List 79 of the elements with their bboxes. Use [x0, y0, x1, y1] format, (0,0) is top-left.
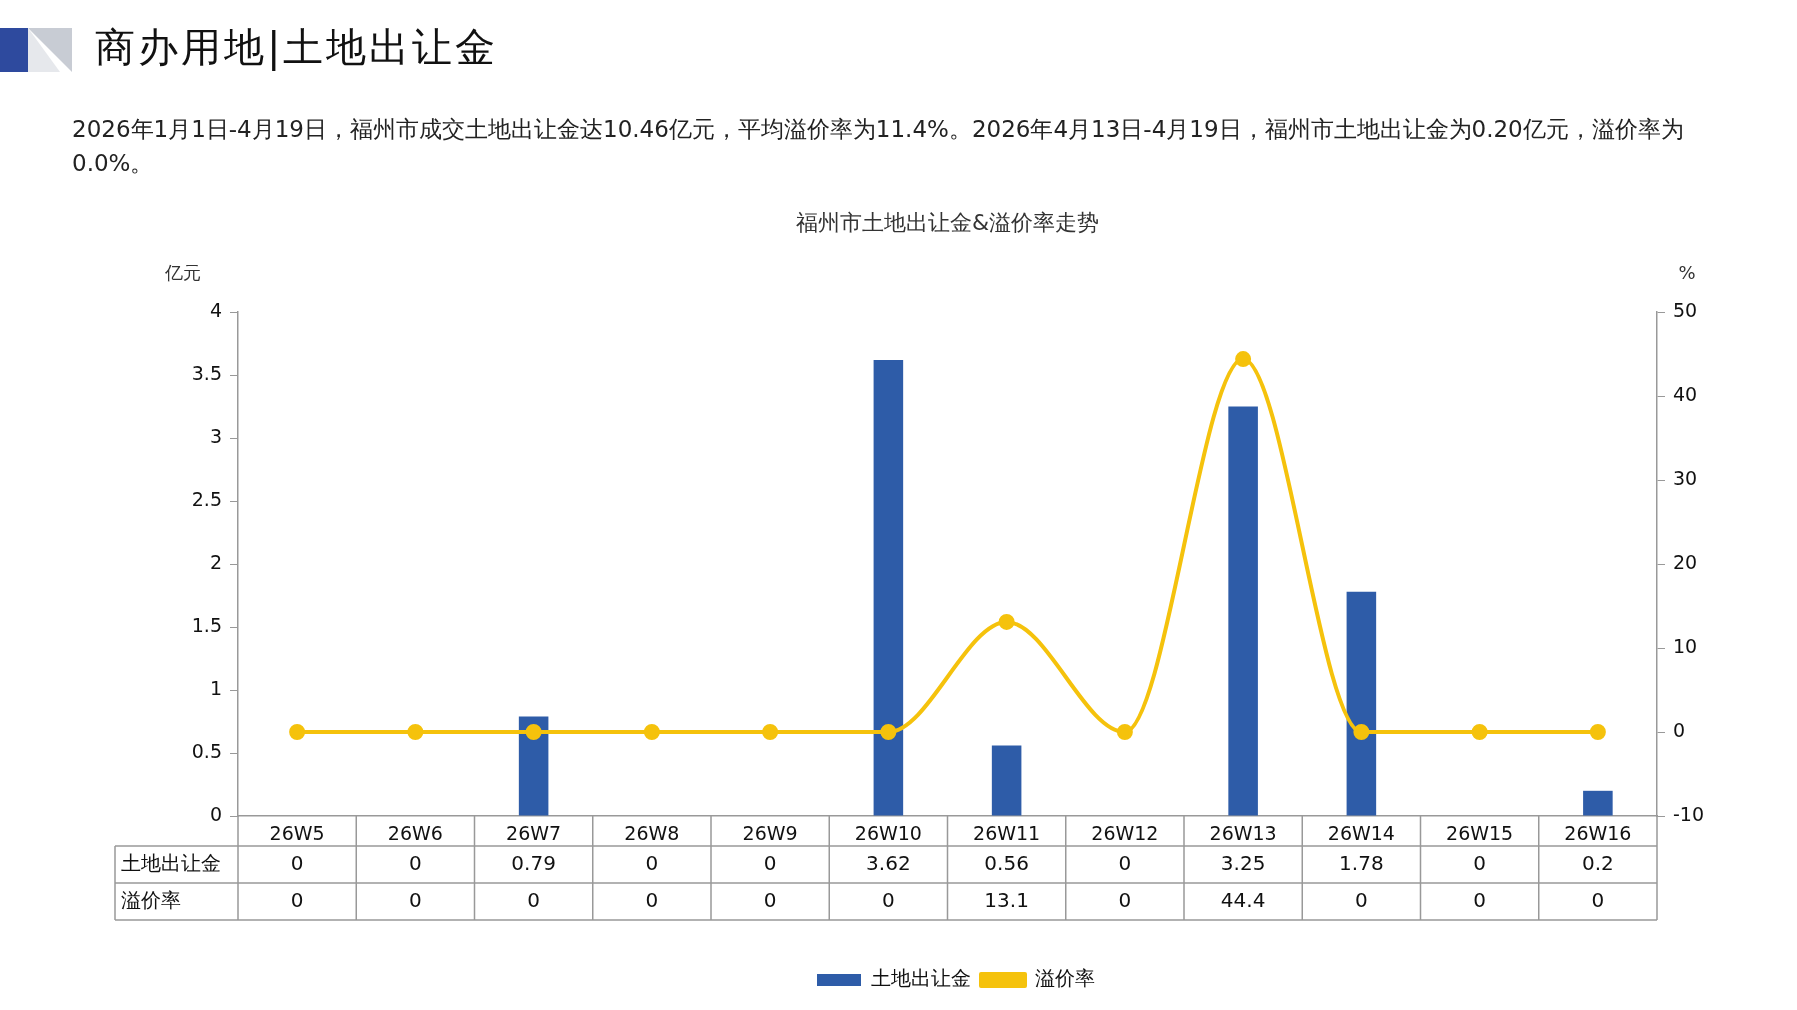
- x-tick-label: 26W7: [506, 822, 562, 845]
- chart-subtitle: 商办用地|土地出让金: [95, 23, 499, 73]
- y-tick-label: 3.5: [191, 361, 222, 384]
- data-label: 0.2: [1581, 850, 1614, 875]
- legend-label: 土地出让金: [871, 966, 971, 991]
- data-label: 3.62: [866, 850, 911, 875]
- point: [289, 724, 306, 740]
- y-tick-label: 3: [209, 424, 222, 447]
- data-label: 0: [645, 850, 659, 875]
- data-label: 0: [527, 887, 540, 912]
- bar: [1346, 591, 1377, 816]
- y-tick-label: 2: [209, 550, 222, 573]
- bar: [1228, 406, 1258, 816]
- data-label: 3.25: [1220, 850, 1266, 875]
- bar: [518, 716, 549, 816]
- data-label: 0: [409, 887, 422, 912]
- data-label: 0: [1591, 887, 1605, 912]
- point: [643, 724, 660, 740]
- point: [1589, 724, 1606, 740]
- y-tick-label: 0.5: [191, 739, 222, 762]
- text: 溢价率: [121, 887, 181, 912]
- data-label: 0: [290, 850, 304, 875]
- data-label: 0: [1473, 887, 1486, 912]
- y2-tick-label: 40: [1673, 382, 1698, 405]
- x-tick-label: 26W12: [1091, 822, 1159, 845]
- y2-tick-label: 0: [1673, 718, 1686, 741]
- data-label: 13.1: [984, 887, 1029, 912]
- y-tick-label: 1.5: [191, 613, 222, 636]
- data-label: 0: [1473, 850, 1486, 875]
- y-axis-title: 亿元: [164, 261, 201, 283]
- y-tick-label: 4: [209, 298, 222, 321]
- x-tick-label: 26W10: [854, 822, 922, 845]
- bar: [873, 359, 904, 816]
- point: [1471, 724, 1488, 740]
- x-tick-label: 26W14: [1327, 822, 1395, 845]
- x-tick-label: 26W9: [742, 822, 798, 845]
- chart-title: 福州市土地出让金&溢价率走势: [795, 209, 1100, 235]
- data-label: 0: [290, 887, 304, 912]
- y2-tick-label: 30: [1673, 466, 1698, 489]
- data-label: 0: [763, 887, 777, 912]
- data-label: 0: [1118, 887, 1132, 912]
- point: [525, 724, 542, 740]
- y-tick-label: 1: [209, 676, 222, 699]
- text: 土地出让金: [121, 850, 221, 875]
- point: [407, 724, 424, 740]
- data-label: 0: [645, 887, 659, 912]
- y2-tick-label: 20: [1673, 550, 1698, 573]
- data-label: 1.78: [1339, 850, 1384, 875]
- data-label: 0: [1355, 887, 1368, 912]
- x-tick-label: 26W5: [269, 822, 325, 845]
- point: [1116, 724, 1133, 740]
- point: [1353, 724, 1370, 740]
- data-label: 0: [409, 850, 422, 875]
- y2-tick-label: -10: [1673, 802, 1705, 825]
- legend-label: 溢价率: [1035, 966, 1095, 991]
- point: [1235, 351, 1252, 368]
- text: 2026年1月1日-4月19日，福州市成交土地出让金达10.46亿元，平均溢价率为11.4%。2026年4月13日-4月19日，福州市土地出让金为0.20亿元，溢价率为0.0%。: [72, 115, 1685, 178]
- y-tick-label: 2.5: [191, 487, 222, 510]
- y-tick-label: 0: [209, 802, 222, 825]
- point: [998, 613, 1015, 630]
- data-label: 0: [1118, 850, 1132, 875]
- x-tick-label: 26W15: [1446, 822, 1514, 845]
- bar: [1583, 790, 1613, 816]
- point: [880, 724, 897, 740]
- x-tick-label: 26W8: [624, 822, 680, 845]
- y2-tick-label: 50: [1673, 298, 1698, 321]
- y2-tick-label: 10: [1673, 634, 1698, 657]
- data-label: 0.79: [511, 850, 556, 875]
- x-tick-label: 26W11: [973, 822, 1041, 845]
- data-label: 0.56: [984, 850, 1029, 875]
- x-tick-label: 26W6: [387, 822, 443, 845]
- x-tick-label: 26W13: [1209, 822, 1277, 845]
- x-tick-label: 26W16: [1564, 822, 1632, 845]
- data-label: 44.4: [1220, 887, 1266, 912]
- bar: [991, 745, 1022, 816]
- data-label: 0: [882, 887, 895, 912]
- data-label: 0: [763, 850, 777, 875]
- point: [762, 724, 779, 740]
- y2-axis-title: %: [1678, 261, 1696, 283]
